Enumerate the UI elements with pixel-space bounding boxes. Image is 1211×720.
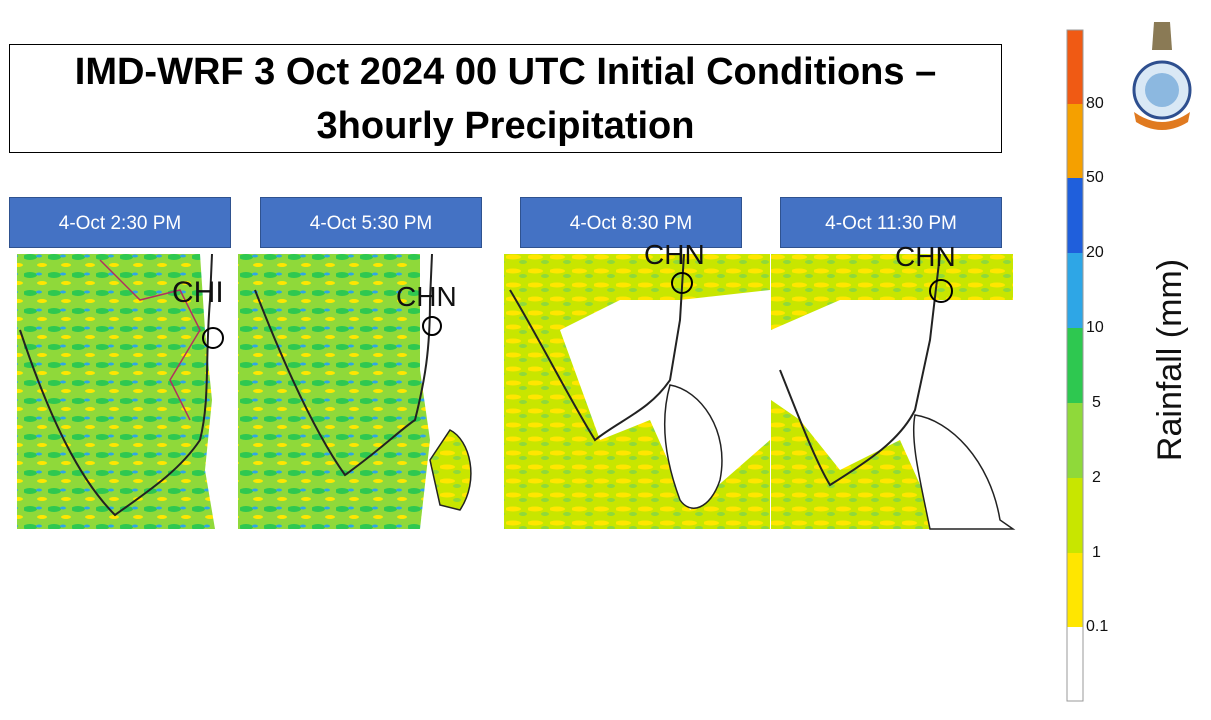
- panel-label: 4-Oct 11:30 PM: [780, 197, 1002, 248]
- colorbar-label: 80: [1086, 95, 1104, 112]
- logo: [1132, 22, 1192, 130]
- map-panel: CHN: [771, 241, 1016, 530]
- colorbar-label: 50: [1086, 169, 1104, 186]
- title-line: 3hourly Precipitation: [316, 105, 695, 147]
- station-label: CHN: [644, 239, 705, 270]
- title: IMD-WRF 3 Oct 2024 00 UTC Initial Condit…: [9, 44, 1002, 153]
- station-label: CHN: [396, 281, 457, 312]
- title-line: IMD-WRF 3 Oct 2024 00 UTC Initial Condit…: [74, 51, 937, 93]
- station-label: CHI: [172, 276, 224, 309]
- colorbar: 0.1 1 2 5 10 20 50 80 Rainfall (mm): [1066, 29, 1189, 702]
- panel-label: 4-Oct 5:30 PM: [260, 197, 482, 248]
- colorbar-label: 10: [1086, 319, 1104, 336]
- colorbar-title: Rainfall (mm): [1151, 259, 1189, 461]
- colorbar-label: 20: [1086, 244, 1104, 261]
- colorbar-label: 0.1: [1086, 618, 1108, 635]
- panel-label: 4-Oct 8:30 PM: [520, 197, 742, 248]
- colorbar-label: 2: [1092, 469, 1101, 486]
- map-panel: CHI: [17, 253, 237, 529]
- panel-label: 4-Oct 2:30 PM: [9, 197, 231, 248]
- map-panel: CHN: [238, 253, 503, 529]
- colorbar-label: 5: [1092, 394, 1101, 411]
- map-panel: CHN: [504, 239, 770, 529]
- station-label: CHN: [895, 241, 956, 272]
- colorbar-label: 1: [1092, 544, 1101, 561]
